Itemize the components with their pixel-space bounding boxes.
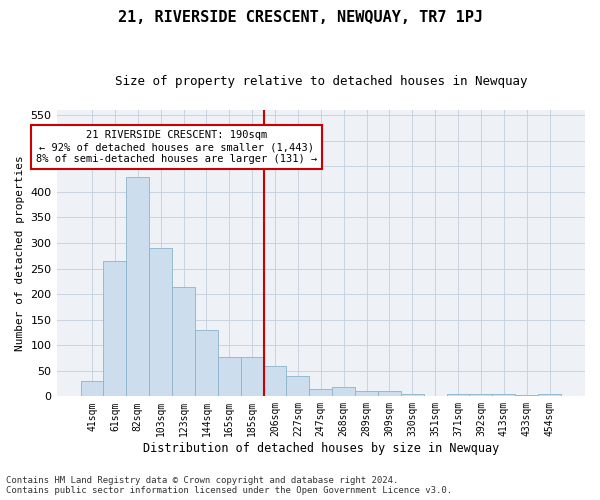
Bar <box>241 358 263 397</box>
Bar <box>127 178 149 396</box>
Y-axis label: Number of detached properties: Number of detached properties <box>15 156 25 351</box>
Bar <box>378 391 401 396</box>
Bar <box>286 376 310 396</box>
Text: Contains HM Land Registry data © Crown copyright and database right 2024.
Contai: Contains HM Land Registry data © Crown c… <box>6 476 452 495</box>
Bar <box>172 287 195 397</box>
Bar <box>195 330 218 396</box>
Bar <box>469 394 493 396</box>
Bar <box>80 381 103 396</box>
Text: 21 RIVERSIDE CRESCENT: 190sqm
← 92% of detached houses are smaller (1,443)
8% of: 21 RIVERSIDE CRESCENT: 190sqm ← 92% of d… <box>36 130 317 164</box>
Bar <box>263 366 286 396</box>
Bar <box>310 388 332 396</box>
Bar <box>446 394 469 396</box>
Bar <box>355 391 378 396</box>
Title: Size of property relative to detached houses in Newquay: Size of property relative to detached ho… <box>115 75 527 88</box>
Bar <box>149 248 172 396</box>
Bar <box>218 358 241 397</box>
Bar <box>493 394 515 396</box>
X-axis label: Distribution of detached houses by size in Newquay: Distribution of detached houses by size … <box>143 442 499 455</box>
Bar <box>515 395 538 396</box>
Bar <box>103 261 127 396</box>
Bar <box>538 394 561 396</box>
Text: 21, RIVERSIDE CRESCENT, NEWQUAY, TR7 1PJ: 21, RIVERSIDE CRESCENT, NEWQUAY, TR7 1PJ <box>118 10 482 25</box>
Bar <box>332 387 355 396</box>
Bar <box>401 394 424 396</box>
